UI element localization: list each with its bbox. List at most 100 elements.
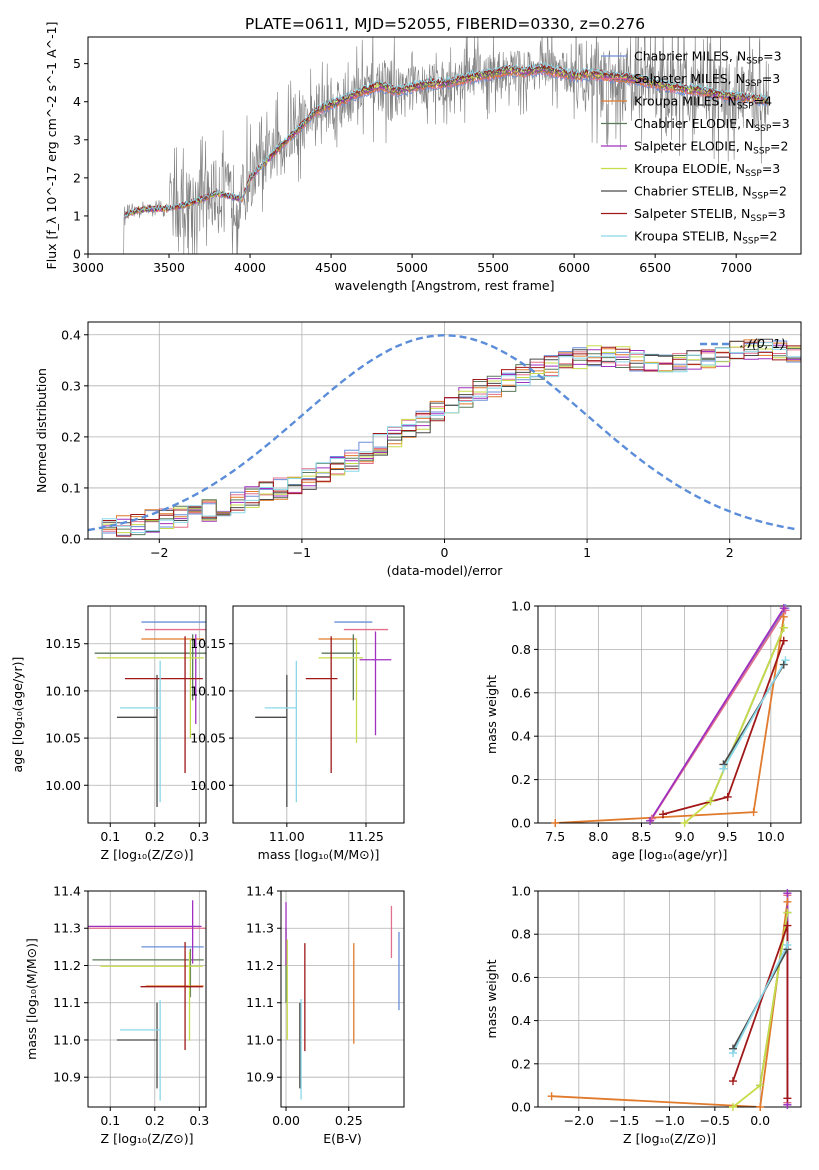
plus-marker — [756, 1103, 765, 1111]
plus-marker — [646, 816, 655, 825]
y-tick-label: 11.3 — [246, 921, 274, 936]
plot-area — [88, 891, 206, 1107]
model-spectrum-salpeter-miles — [124, 69, 769, 219]
legend-subscript: SSP — [753, 147, 770, 157]
plus-marker — [783, 941, 792, 949]
axes-frame — [87, 605, 207, 824]
normal-curve — [88, 334, 799, 532]
y-axis-label: mass [log₁₀(M/M⊙)] — [24, 938, 39, 1060]
plus-marker — [749, 808, 758, 817]
plus-marker — [728, 1049, 737, 1057]
y-tick-label: 0.2 — [511, 772, 531, 787]
x-axis-label: Z [log₁₀(Z/Z⊙)] — [623, 1131, 716, 1146]
x-tick-label: 9.5 — [718, 829, 738, 844]
legend-nssp: =3 — [762, 161, 780, 176]
plus-marker — [551, 819, 560, 827]
plot-area — [88, 606, 206, 823]
x-tick-label: −2 — [150, 545, 168, 560]
x-tick-label: −0.5 — [700, 1113, 730, 1128]
legend-nssp: =3 — [762, 71, 780, 86]
legend-subscript: SSP — [742, 237, 759, 247]
legend-nssp: =2 — [759, 229, 777, 244]
y-tick-label: 11.2 — [53, 958, 81, 973]
x-tick-label: 0.00 — [272, 1113, 300, 1128]
x-tick-label: 8.5 — [632, 829, 652, 844]
legend-label: Chabrier STELIB, NSSP=2 — [634, 184, 787, 202]
weight-line-kroupa-stelib — [732, 944, 789, 1054]
plus-marker — [783, 897, 792, 906]
panel-2 — [84, 605, 207, 827]
axes-frame — [537, 605, 802, 824]
plus-marker — [783, 889, 792, 898]
y-tick-label: 10.10 — [45, 683, 81, 698]
x-tick-label: 10.0 — [757, 829, 785, 844]
x-tick-label: −1.5 — [609, 1113, 639, 1128]
y-tick-label: 0.6 — [511, 685, 531, 700]
axes-frame — [280, 890, 405, 1108]
y-tick-label: 3 — [73, 132, 81, 147]
plus-marker — [680, 819, 689, 827]
x-tick-label: 3500 — [153, 260, 185, 275]
plot-area — [281, 891, 404, 1107]
model-spectrum-kroupa-stelib — [124, 62, 769, 218]
y-tick-label: 0.0 — [511, 1100, 531, 1115]
legend-label: Kroupa STELIB, NSSP=2 — [634, 229, 778, 247]
y-tick-label: 10.05 — [190, 731, 226, 746]
plus-marker — [783, 1094, 792, 1103]
x-tick-label: 9.0 — [675, 829, 695, 844]
plot-area — [538, 606, 801, 823]
legend-nssp: =2 — [769, 184, 787, 199]
plus-marker — [779, 660, 788, 669]
y-tick-label: 0 — [73, 247, 81, 262]
y-tick-label: 11.4 — [246, 884, 274, 899]
y-tick-label: 10.10 — [190, 683, 226, 698]
legend-label: Kroupa ELODIE, NSSP=3 — [634, 161, 780, 179]
weight-line-salpeter-elodie — [649, 607, 785, 822]
histogram-salpeter-elodie — [88, 344, 801, 539]
y-tick-label: 0.4 — [61, 327, 81, 342]
y-tick-label: 10.00 — [45, 778, 81, 793]
y-tick-label: 11.1 — [53, 995, 81, 1010]
y-tick-label: 4 — [73, 94, 81, 109]
histogram-kroupa-miles — [88, 339, 801, 539]
x-tick-label: 4000 — [234, 260, 266, 275]
weight-line-salpeter-stelib — [662, 640, 785, 816]
y-tick-label: 11.0 — [53, 1032, 81, 1047]
y-tick-label: 0.8 — [511, 642, 531, 657]
x-tick-label: 11.25 — [348, 829, 384, 844]
panel-4 — [534, 604, 802, 827]
panel-1 — [84, 321, 802, 543]
legend-subscript: SSP — [750, 214, 767, 224]
legend-nssp: =3 — [771, 116, 789, 131]
legend-label: Chabrier MILES, NSSP=3 — [634, 49, 782, 67]
legend-nssp: =2 — [770, 139, 788, 154]
x-tick-label: 5000 — [396, 260, 428, 275]
y-tick-label: 1 — [73, 208, 81, 223]
plus-marker — [779, 623, 788, 632]
legend-subscript: SSP — [737, 102, 754, 112]
figure-title: PLATE=0611, MJD=52055, FIBERID=0330, z=0… — [245, 15, 645, 33]
y-tick-label: 10.9 — [53, 1070, 81, 1085]
legend-label: Salpeter STELIB, NSSP=3 — [634, 206, 786, 224]
x-axis-label: (data-model)/error — [387, 563, 504, 578]
plus-marker — [728, 1103, 737, 1111]
plus-marker — [706, 797, 715, 806]
x-tick-label: 6000 — [558, 260, 590, 275]
plus-marker — [779, 636, 788, 645]
plus-marker — [779, 612, 788, 621]
x-tick-label: 0.3 — [189, 829, 209, 844]
x-tick-label: −1.0 — [654, 1113, 684, 1128]
plus-marker — [719, 764, 728, 773]
plus-marker — [779, 604, 788, 613]
y-tick-label: 0.0 — [511, 816, 531, 831]
y-tick-label: 0.3 — [61, 378, 81, 393]
axes-frame — [87, 36, 802, 255]
y-axis-label: mass weight — [484, 675, 499, 754]
y-tick-label: 10.05 — [45, 731, 81, 746]
y-tick-label: 11.3 — [53, 921, 81, 936]
x-axis-label: E(B-V) — [323, 1131, 362, 1146]
x-tick-label: 0.25 — [335, 1113, 363, 1128]
panel-7 — [534, 889, 802, 1111]
x-tick-label: 4500 — [315, 260, 347, 275]
